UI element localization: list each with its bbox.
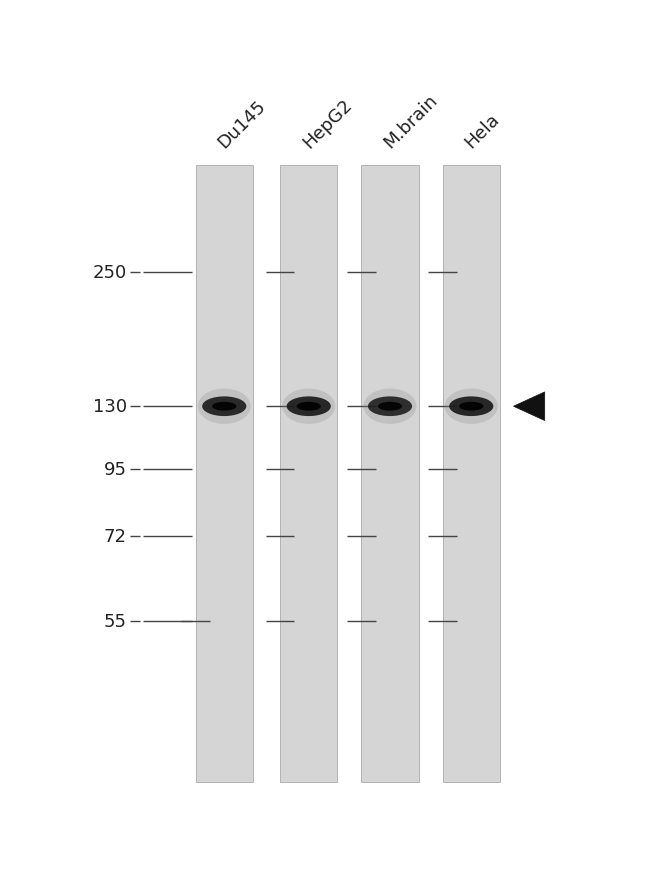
Text: 72: 72 bbox=[104, 527, 127, 545]
Polygon shape bbox=[514, 392, 545, 421]
Bar bbox=[443, 165, 500, 782]
Ellipse shape bbox=[368, 397, 412, 417]
Bar bbox=[280, 165, 337, 782]
Text: Hela: Hela bbox=[462, 110, 503, 152]
Ellipse shape bbox=[296, 402, 321, 411]
Ellipse shape bbox=[282, 389, 335, 425]
Text: 250: 250 bbox=[92, 264, 127, 282]
Bar bbox=[196, 165, 253, 782]
Bar bbox=[361, 165, 419, 782]
Ellipse shape bbox=[378, 402, 402, 411]
Ellipse shape bbox=[363, 389, 417, 425]
Ellipse shape bbox=[212, 402, 237, 411]
Ellipse shape bbox=[202, 397, 246, 417]
Text: 95: 95 bbox=[104, 460, 127, 478]
Ellipse shape bbox=[198, 389, 251, 425]
Text: 130: 130 bbox=[92, 398, 127, 416]
Ellipse shape bbox=[445, 389, 498, 425]
Ellipse shape bbox=[449, 397, 493, 417]
Ellipse shape bbox=[459, 402, 484, 411]
Text: 55: 55 bbox=[104, 612, 127, 630]
Text: Du145: Du145 bbox=[214, 97, 270, 152]
Text: M.brain: M.brain bbox=[380, 91, 441, 152]
Ellipse shape bbox=[287, 397, 331, 417]
Text: HepG2: HepG2 bbox=[299, 96, 356, 152]
